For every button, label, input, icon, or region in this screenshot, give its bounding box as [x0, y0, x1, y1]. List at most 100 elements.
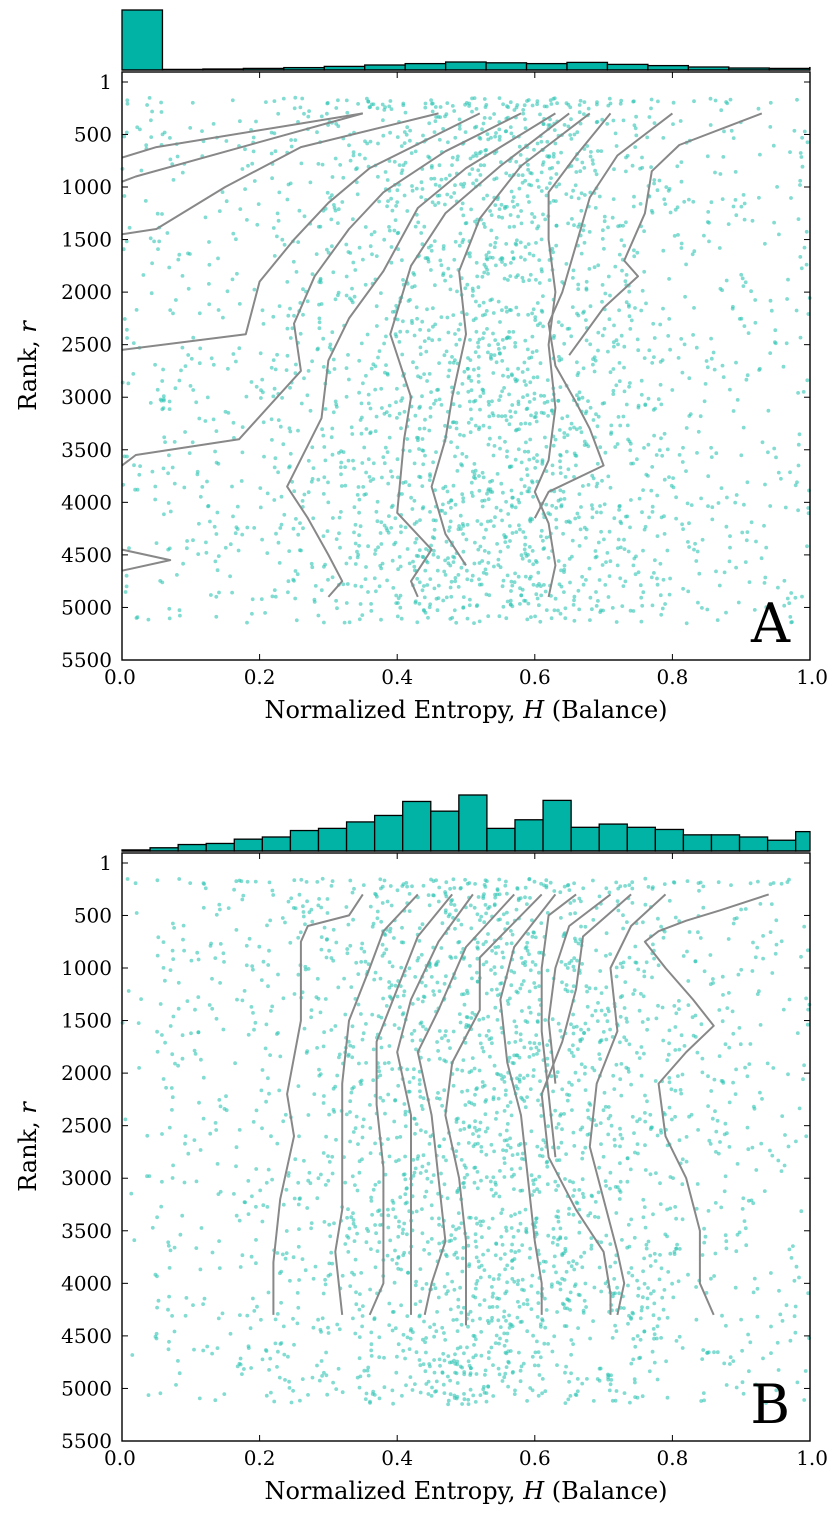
scatter-point — [543, 1325, 548, 1330]
scatter-point — [496, 1318, 501, 1323]
scatter-point — [776, 1158, 781, 1163]
scatter-point — [458, 432, 462, 437]
scatter-point — [366, 457, 371, 462]
scatter-point — [685, 501, 690, 506]
scatter-point — [477, 303, 482, 308]
scatter-point — [583, 1071, 587, 1076]
scatter-point — [361, 381, 365, 386]
scatter-point — [451, 877, 456, 882]
scatter-point — [561, 531, 565, 536]
scatter-point — [306, 114, 311, 119]
scatter-point — [252, 1027, 256, 1032]
scatter-point — [288, 306, 292, 311]
scatter-point — [281, 1324, 286, 1329]
scatter-point — [505, 1104, 510, 1108]
scatter-point — [420, 1231, 425, 1236]
scatter-point — [422, 372, 426, 376]
scatter-point — [437, 184, 442, 188]
scatter-point — [687, 521, 691, 526]
scatter-point — [513, 1388, 517, 1393]
scatter-point — [763, 575, 768, 580]
scatter-point — [590, 1065, 595, 1070]
scatter-point — [168, 968, 173, 972]
scatter-point — [361, 1304, 365, 1308]
scatter-point — [584, 318, 588, 322]
scatter-point — [577, 1188, 582, 1192]
scatter-point — [508, 996, 512, 1001]
scatter-point — [600, 237, 605, 241]
scatter-point — [377, 584, 382, 589]
scatter-point — [166, 1307, 170, 1312]
scatter-point — [453, 358, 457, 363]
scatter-point — [590, 503, 594, 508]
scatter-point — [137, 472, 142, 477]
scatter-point — [445, 101, 450, 105]
scatter-point — [510, 1277, 515, 1281]
scatter-point — [544, 469, 549, 473]
scatter-point — [498, 351, 502, 356]
scatter-point — [716, 1151, 721, 1156]
scatter-point — [325, 897, 330, 901]
scatter-point — [512, 108, 517, 112]
scatter-point — [320, 1374, 324, 1378]
scatter-point — [488, 116, 492, 120]
scatter-point — [252, 179, 257, 183]
scatter-point — [364, 1240, 369, 1245]
scatter-point — [402, 141, 407, 146]
scatter-point — [741, 1391, 746, 1396]
scatter-point — [792, 1278, 797, 1283]
scatter-point — [437, 137, 442, 142]
scatter-point — [584, 536, 588, 540]
scatter-point — [443, 1033, 447, 1038]
scatter-point — [414, 537, 419, 541]
scatter-point — [240, 450, 245, 455]
scatter-point — [731, 136, 736, 141]
scatter-point — [422, 339, 427, 343]
scatter-point — [400, 258, 404, 263]
scatter-point — [334, 1387, 339, 1391]
scatter-point — [387, 514, 391, 518]
scatter-point — [383, 445, 388, 450]
scatter-point — [498, 549, 503, 554]
scatter-point — [503, 535, 507, 540]
scatter-point — [363, 282, 368, 287]
scatter-point — [574, 463, 578, 468]
scatter-point — [667, 1105, 672, 1110]
scatter-point — [572, 1144, 577, 1148]
scatter-point — [309, 1015, 313, 1020]
scatter-point — [447, 368, 452, 373]
scatter-point — [326, 1154, 330, 1158]
scatter-point — [420, 980, 424, 985]
scatter-point — [484, 1098, 488, 1102]
scatter-point — [642, 1329, 647, 1334]
scatter-point — [403, 480, 408, 484]
scatter-point — [635, 457, 639, 462]
scatter-point — [505, 1331, 510, 1336]
scatter-point — [482, 549, 487, 553]
scatter-point — [612, 1277, 617, 1281]
scatter-point — [704, 359, 709, 363]
scatter-point — [717, 583, 722, 588]
scatter-point — [306, 458, 311, 463]
scatter-point — [565, 414, 570, 419]
scatter-point — [324, 1373, 329, 1378]
scatter-point — [535, 1339, 539, 1344]
scatter-point — [359, 401, 364, 406]
scatter-point — [434, 962, 439, 967]
scatter-point — [327, 370, 332, 375]
scatter-point — [562, 1112, 566, 1116]
scatter-point — [712, 367, 717, 372]
scatter-point — [537, 970, 541, 975]
scatter-point — [389, 526, 394, 530]
scatter-point — [249, 1254, 254, 1259]
scatter-point — [668, 347, 672, 352]
scatter-point — [535, 323, 540, 328]
scatter-point — [578, 1039, 583, 1044]
scatter-point — [648, 1112, 653, 1117]
scatter-point — [649, 165, 653, 170]
scatter-point — [554, 243, 559, 248]
trend-line — [533, 112, 612, 598]
scatter-point — [449, 440, 453, 444]
scatter-point — [441, 1155, 446, 1159]
scatter-point — [519, 460, 524, 465]
